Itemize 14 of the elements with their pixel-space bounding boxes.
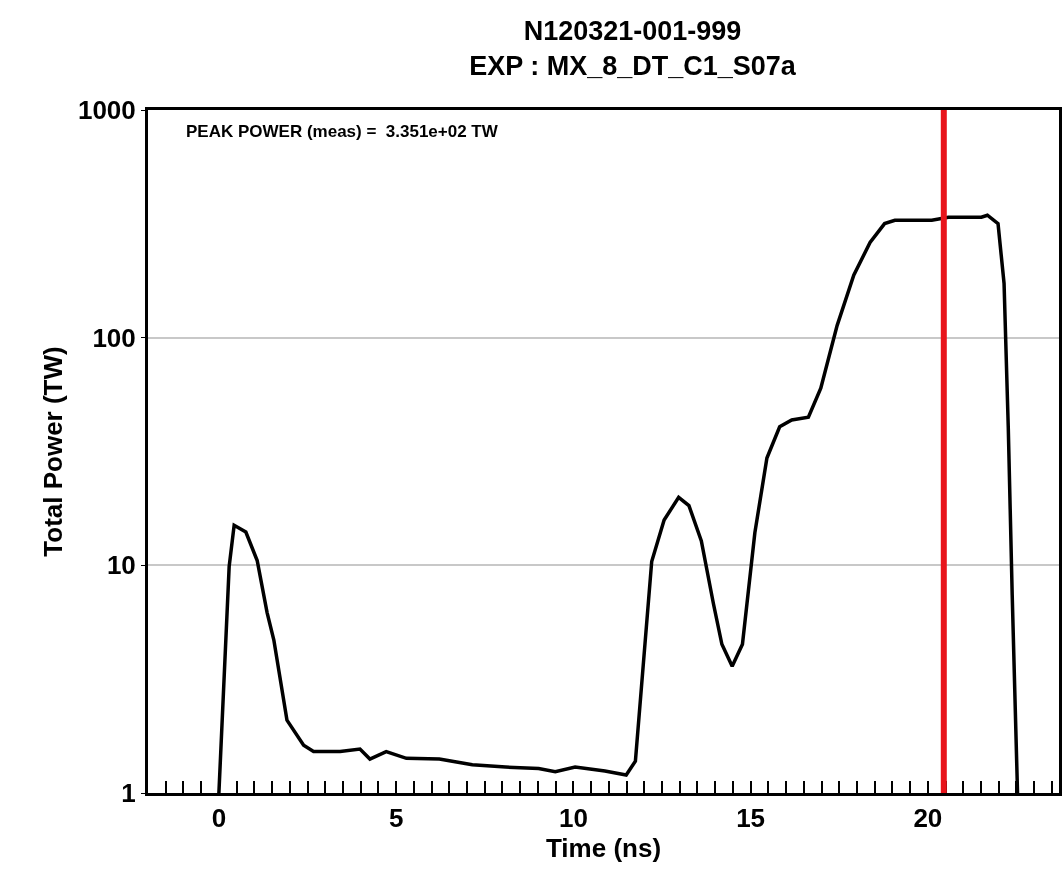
x-tick-label: 10 bbox=[558, 803, 588, 834]
x-tick-label: 15 bbox=[736, 803, 766, 834]
y-tick-label: 100 bbox=[92, 322, 136, 353]
x-tick-label: 20 bbox=[913, 803, 943, 834]
y-axis-title: Total Power (TW) bbox=[38, 346, 69, 557]
x-tick-label: 0 bbox=[211, 803, 227, 834]
y-tick-label: 1 bbox=[121, 778, 136, 809]
y-tick-label: 1000 bbox=[77, 95, 136, 126]
chart-title: N120321-001-999 bbox=[523, 15, 742, 46]
x-tick-label: 5 bbox=[388, 803, 404, 834]
chart-subtitle: EXP : MX_8_DT_C1_S07a bbox=[469, 51, 797, 82]
y-tick-label: 10 bbox=[106, 550, 136, 581]
x-axis-title: Time (ns) bbox=[545, 833, 662, 864]
annotation: PEAK POWER (meas) = 3.351e+02 TW bbox=[186, 122, 499, 141]
